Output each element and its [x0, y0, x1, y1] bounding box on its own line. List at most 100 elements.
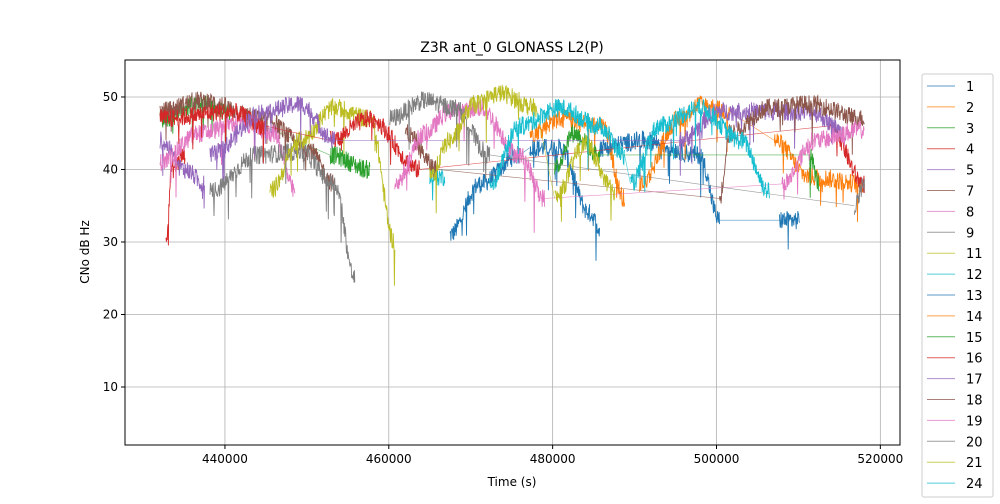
legend-label: 12 — [966, 268, 983, 283]
series-24-gap-line — [624, 154, 631, 185]
series-9 — [209, 140, 356, 283]
plot-area — [159, 84, 865, 286]
legend-label: 3 — [966, 122, 974, 137]
series-16-gap-line — [419, 125, 830, 170]
x-tick-label: 440000 — [202, 452, 248, 466]
series-19-gap-line — [544, 183, 783, 199]
legend-item: 19 — [927, 414, 983, 429]
legend-label: 17 — [966, 373, 983, 388]
legend-item: 16 — [927, 352, 983, 367]
series-17-line — [209, 96, 336, 181]
y-axis-label: CNo dB Hz — [78, 220, 92, 284]
series-19-line — [394, 99, 546, 233]
series-18-line — [719, 94, 865, 204]
series-19-line — [781, 119, 865, 200]
series-19 — [394, 99, 865, 233]
legend-item: 17 — [927, 373, 983, 388]
legend-label: 2 — [966, 101, 974, 116]
series-21-line — [554, 134, 616, 222]
series-18-line — [404, 124, 439, 178]
legend-item: 18 — [927, 394, 983, 409]
legend-item: 13 — [927, 289, 983, 304]
x-axis-label: Time (s) — [487, 475, 537, 489]
series-15-line — [808, 148, 820, 198]
legend-item: 20 — [927, 435, 983, 450]
series-3-line — [329, 146, 371, 179]
x-axis: 440000 460000 480000 500000 520000 — [202, 445, 903, 466]
series-24-line — [489, 98, 626, 191]
legend-item: 14 — [927, 310, 983, 325]
legend-item: 4 — [927, 143, 974, 158]
legend-item: 12 — [927, 268, 983, 283]
series-18 — [404, 94, 865, 204]
series-16-line — [329, 109, 421, 178]
y-axis: 10 20 30 40 50 — [103, 90, 125, 394]
series-12 — [429, 167, 446, 201]
legend-label: 19 — [966, 414, 983, 429]
legend-label: 21 — [966, 456, 983, 471]
y-tick-label: 40 — [103, 162, 118, 176]
chart-title: Z3R ant_0 GLONASS L2(P) — [420, 40, 604, 56]
legend-item: 21 — [927, 456, 983, 471]
series-16 — [159, 102, 865, 193]
legend-label: 11 — [966, 247, 983, 262]
legend-item: 24 — [927, 477, 983, 492]
legend-item: 15 — [927, 331, 983, 346]
legend-item: 2 — [927, 101, 974, 116]
x-tick-label: 480000 — [530, 452, 576, 466]
legend-label: 9 — [966, 226, 974, 241]
series-17-line — [679, 101, 849, 176]
series-24 — [489, 98, 770, 199]
series-7 — [159, 91, 335, 192]
legend-frame — [921, 73, 994, 498]
series-13-line — [599, 130, 720, 225]
legend-label: 7 — [966, 185, 974, 200]
legend-label: 5 — [966, 164, 974, 179]
y-tick-label: 10 — [103, 380, 118, 394]
series-14-line — [773, 133, 865, 222]
x-tick-label: 500000 — [694, 452, 740, 466]
x-tick-label: 520000 — [857, 452, 903, 466]
series-20-line — [853, 177, 865, 215]
series-11-line — [269, 98, 396, 286]
series-13-line — [778, 211, 800, 250]
y-tick-label: 30 — [103, 235, 118, 249]
series-17 — [209, 96, 849, 181]
y-tick-label: 20 — [103, 307, 118, 321]
series-16-gap-line — [264, 125, 330, 141]
x-tick-label: 460000 — [366, 452, 412, 466]
series-21-gap-line — [535, 107, 555, 199]
series-24-line — [630, 98, 770, 199]
series-12-line — [429, 167, 446, 201]
legend-item: 1 — [927, 80, 974, 95]
legend-label: 8 — [966, 205, 974, 220]
legend-label: 13 — [966, 289, 983, 304]
legend-label: 24 — [966, 477, 983, 492]
legend-item: 11 — [927, 247, 983, 262]
legend-item: 7 — [927, 185, 974, 200]
axes-frame — [124, 59, 901, 446]
series-20-line — [389, 91, 491, 179]
series-21-line — [429, 84, 537, 214]
series-11 — [269, 98, 396, 286]
series-20 — [389, 91, 865, 215]
legend-label: 1 — [966, 80, 974, 95]
legend-item: 3 — [927, 122, 974, 137]
series-18-gap-line — [437, 169, 720, 199]
series-21 — [429, 84, 616, 222]
series-5 — [159, 131, 205, 209]
legend-item: 5 — [927, 164, 974, 179]
y-tick-label: 50 — [103, 90, 118, 104]
series-7-line — [159, 91, 335, 192]
legend-label: 14 — [966, 310, 983, 325]
legend-label: 20 — [966, 435, 983, 450]
legend-label: 16 — [966, 352, 983, 367]
series-9-line — [209, 140, 356, 283]
legend-label: 4 — [966, 143, 974, 158]
series-1-line — [449, 146, 520, 241]
series-20-gap-line — [489, 154, 855, 207]
legend-label: 18 — [966, 394, 983, 409]
legend-item: 9 — [927, 226, 974, 241]
